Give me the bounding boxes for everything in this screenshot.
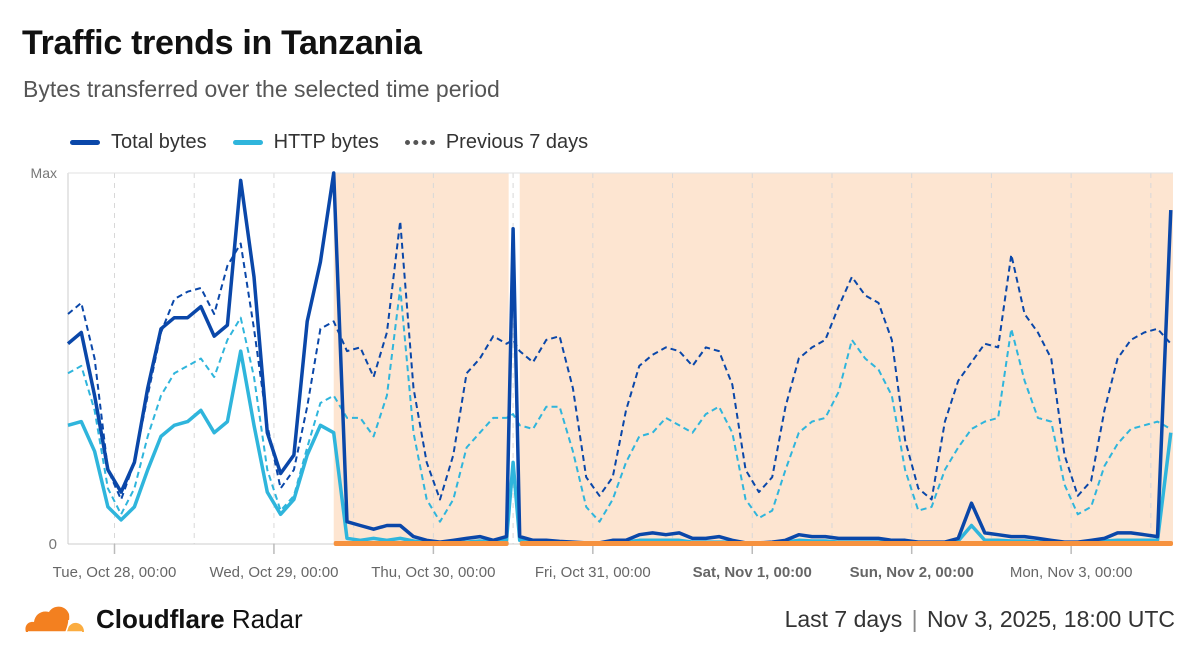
page-title: Traffic trends in Tanzania: [22, 24, 422, 62]
x-tick-label: Mon, Nov 3, 00:00: [1010, 564, 1133, 581]
legend-swatch-previous: [404, 140, 435, 145]
previous-7-days-http-bytes-line: [67, 287, 1172, 523]
y-tick-label-max: Max: [31, 165, 57, 181]
timestamp-label: Nov 3, 2025, 18:00 UTC: [926, 606, 1175, 632]
period-label: Last 7 days: [784, 606, 903, 632]
outage-indicator-bar: [333, 541, 509, 546]
x-tick-label: Sun, Nov 2, 00:00: [850, 564, 974, 581]
x-tick-label: Sat, Nov 1, 00:00: [693, 564, 812, 581]
legend-item-total-bytes[interactable]: Total bytes: [70, 131, 207, 154]
y-tick-label-zero: 0: [49, 536, 57, 553]
brand-name: Cloudflare Radar: [96, 604, 303, 635]
brand-regular: Radar: [231, 603, 303, 634]
legend-label: Previous 7 days: [445, 131, 589, 153]
page-subtitle: Bytes transferred over the selected time…: [23, 76, 500, 102]
total-bytes-line: [66, 171, 1173, 545]
x-tick-label: Thu, Oct 30, 00:00: [371, 564, 495, 581]
legend-label: Total bytes: [111, 131, 207, 153]
time-range-info: Last 7 days | Nov 3, 2025, 18:00 UTC: [785, 606, 1175, 633]
outage-indicator-bar: [519, 541, 1173, 546]
x-tick-label: Wed, Oct 29, 00:00: [209, 564, 338, 581]
legend-swatch-http: [232, 140, 263, 145]
traffic-chart: Max 0 Tue, Oct 28, 00:00 Wed, Oct 29, 00:…: [31, 165, 1173, 581]
legend-item-http-bytes[interactable]: HTTP bytes: [232, 131, 379, 154]
x-tick-label: Tue, Oct 28, 00:00: [53, 564, 177, 581]
cloudflare-radar-logo[interactable]: Cloudflare Radar: [22, 602, 303, 636]
brand-bold: Cloudflare: [96, 603, 225, 634]
cloudflare-cloud-icon: [25, 606, 84, 633]
outage-shaded-region: [333, 173, 509, 544]
separator: |: [911, 606, 918, 632]
legend-swatch-total: [70, 140, 100, 145]
legend-label: HTTP bytes: [273, 131, 379, 153]
x-tick-label: Fri, Oct 31, 00:00: [535, 564, 651, 581]
legend-item-previous-7-days[interactable]: Previous 7 days: [404, 131, 589, 154]
chart-legend: Total bytes HTTP bytes Previous 7 days: [70, 131, 588, 154]
